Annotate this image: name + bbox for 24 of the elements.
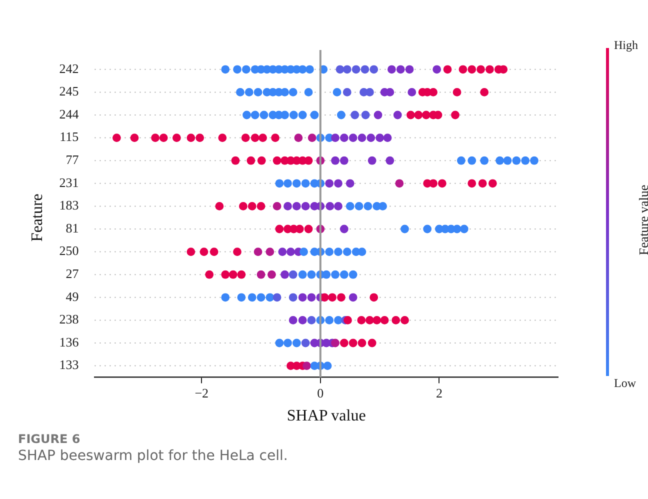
text: High bbox=[614, 38, 638, 53]
y-tick-label: 133 bbox=[59, 357, 79, 372]
x-axis-title: SHAP value bbox=[286, 408, 366, 425]
x-tick-label: 0 bbox=[317, 385, 324, 400]
y-tick-label: 183 bbox=[59, 198, 79, 213]
x-tick-label: −2 bbox=[194, 385, 209, 400]
color-bar-title: Feature value bbox=[636, 184, 648, 258]
y-axis-title: Feature bbox=[28, 194, 46, 242]
y-tick-label: 77 bbox=[66, 152, 80, 168]
text: SHAP beeswarm plot for the HeLa cell. bbox=[18, 448, 288, 464]
y-tick-label: 250 bbox=[59, 243, 79, 258]
text: Low bbox=[614, 376, 636, 391]
y-tick-label: 136 bbox=[59, 334, 80, 350]
y-tick-label: 49 bbox=[66, 288, 79, 304]
x-tick-label: 2 bbox=[436, 385, 442, 400]
y-tick-label: 238 bbox=[59, 312, 79, 327]
y-tick-label: 115 bbox=[60, 129, 79, 144]
y-tick-label: 242 bbox=[59, 60, 79, 76]
y-tick-label: 244 bbox=[59, 106, 80, 122]
y-tick-label: 81 bbox=[66, 220, 79, 236]
y-tick-label: 27 bbox=[66, 266, 80, 282]
caption: FIGURE 6 bbox=[18, 432, 82, 446]
y-tick-label: 245 bbox=[59, 84, 79, 99]
y-tick-label: 231 bbox=[59, 174, 79, 190]
